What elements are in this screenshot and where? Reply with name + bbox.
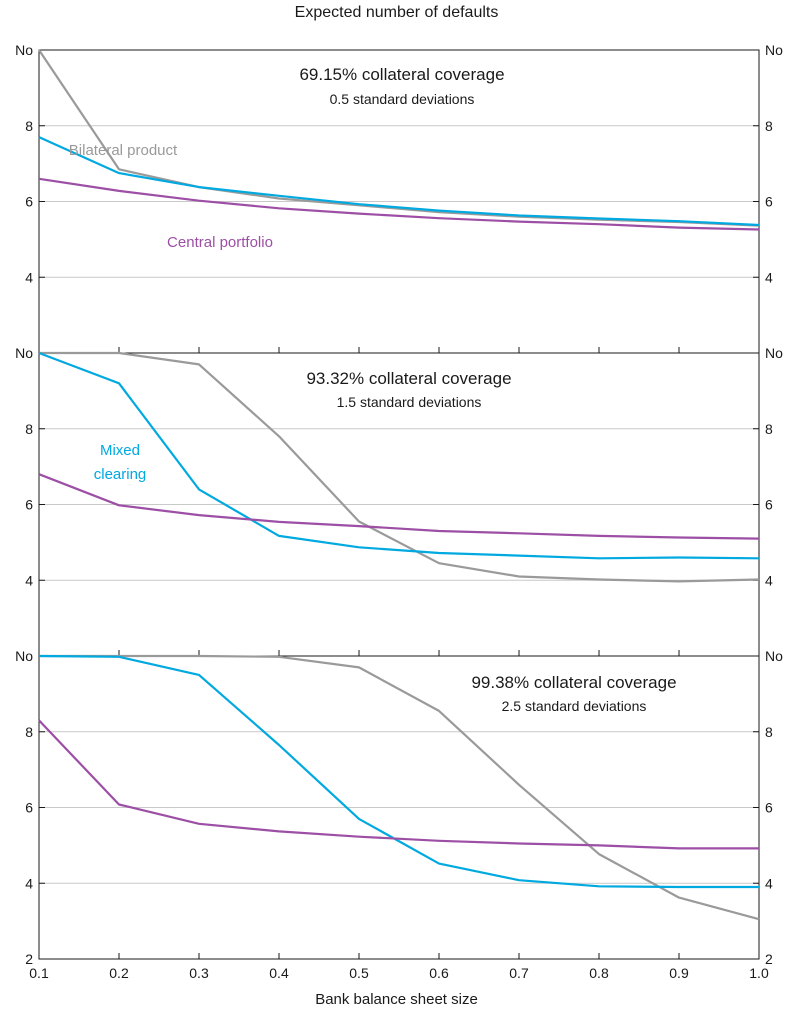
y-tick-label-left: 4 [25,269,33,285]
x-tick-label: 0.4 [269,965,289,981]
series-line-bilateral [39,654,760,921]
y-tick-label-left: 8 [25,421,33,437]
y-tick-label-right: 4 [765,875,773,891]
series-annotation-mixed: clearing [94,466,147,483]
y-tick-label-right: No [765,42,783,58]
series-line-central [38,473,760,540]
x-tick-label: 0.3 [189,965,209,981]
series-line-mixed [38,351,760,560]
y-tick-label-left: 6 [25,194,33,210]
series-line-bilateral [39,351,760,583]
series-annotation-mixed: Mixed [100,442,140,459]
panel-title: 99.38% collateral coverage [471,673,676,692]
y-tick-label-left: 2 [25,951,33,967]
y-tick-label-left: No [15,42,33,58]
y-tick-label-left: 4 [25,572,33,588]
y-tick-label-right: 2 [765,951,773,967]
y-tick-label-right: No [765,648,783,664]
series-annotation-bilateral: Bilateral product [69,142,178,159]
y-tick-label-left: 4 [25,875,33,891]
series-line-mixed [38,136,760,227]
x-tick-label: 0.9 [669,965,689,981]
y-tick-label-left: 6 [25,497,33,513]
y-tick-label-right: 6 [765,194,773,210]
y-tick-label-right: 8 [765,118,773,134]
y-tick-label-left: 6 [25,800,33,816]
panel-subtitle: 0.5 standard deviations [330,91,475,107]
y-tick-label-right: No [765,345,783,361]
series-line-mixed [38,654,759,889]
x-tick-label: 0.5 [349,965,369,981]
y-tick-label-right: 8 [765,724,773,740]
panel-title: 93.32% collateral coverage [306,369,511,388]
x-tick-label: 0.8 [589,965,609,981]
y-tick-label-left: 8 [25,118,33,134]
series-annotation-central: Central portfolio [167,234,273,251]
x-tick-label: 1.0 [749,965,769,981]
y-tick-label-right: 4 [765,269,773,285]
panel-title: 69.15% collateral coverage [299,65,504,84]
x-tick-label: 0.2 [109,965,129,981]
y-tick-label-right: 6 [765,497,773,513]
y-tick-label-right: 8 [765,421,773,437]
series-line-central [38,177,760,231]
y-tick-label-right: 4 [765,572,773,588]
y-tick-label-left: 8 [25,724,33,740]
x-tick-label: 0.7 [509,965,529,981]
panel-subtitle: 1.5 standard deviations [337,394,482,410]
series-line-central [38,719,759,850]
y-tick-label-left: No [15,345,33,361]
panel-subtitle: 2.5 standard deviations [502,698,647,714]
y-tick-label-right: 6 [765,800,773,816]
x-tick-label: 0.1 [29,965,49,981]
y-tick-label-left: No [15,648,33,664]
x-axis-title: Bank balance sheet size [315,991,478,1008]
chart-heading: Expected number of defaults [294,4,499,21]
x-tick-label: 0.6 [429,965,449,981]
